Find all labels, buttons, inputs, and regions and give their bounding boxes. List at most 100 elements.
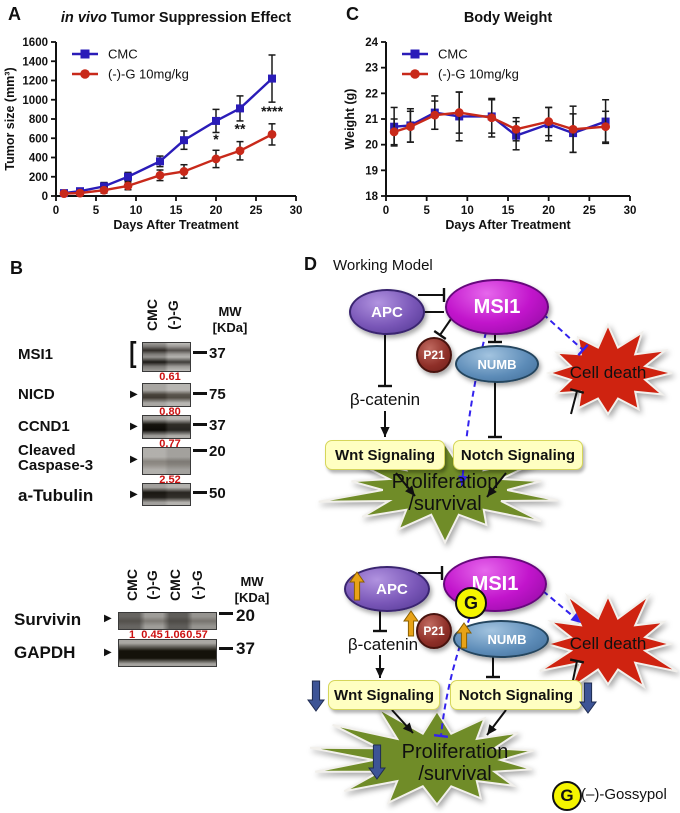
mw-tick	[193, 423, 207, 426]
protein-label: CCND1	[18, 418, 70, 435]
series-gossypol	[59, 123, 277, 198]
data-point	[99, 185, 109, 195]
y-tick-label: 21	[365, 114, 378, 126]
y-tick-label: 18	[365, 191, 378, 203]
y-tick-label: 22	[365, 88, 378, 100]
lane-label: CMC	[167, 569, 183, 601]
western-blot-panel: B CMC (-)-G MW [KDa] MSI1 [ 37 0.61 NICD…	[0, 240, 300, 813]
protein-label: GAPDH	[14, 643, 76, 662]
x-tick-label: 5	[423, 205, 430, 217]
arrow-marker: ▶	[104, 647, 112, 658]
y-tick-label: 600	[29, 133, 48, 145]
blot-band-image	[142, 415, 191, 439]
blot-band-image	[142, 342, 191, 372]
panel-d-letter: D	[304, 254, 317, 274]
x-tick-label: 20	[542, 205, 555, 217]
y-axis-label: Tumor size (mm³)	[3, 67, 17, 170]
y-tick-label: 23	[365, 63, 378, 75]
arrow-marker: ▶	[130, 389, 138, 400]
x-axis-label: Days After Treatment	[445, 218, 571, 232]
down-arrow-icon-wnt	[307, 680, 325, 712]
x-tick-label: 5	[93, 205, 100, 217]
lane-label: (-)-G	[165, 300, 181, 330]
data-point	[212, 116, 220, 125]
dashed-msi1-inhibits-cell-death-top	[542, 313, 589, 357]
inhibit-apc-to-bcatenin-top	[378, 332, 392, 388]
y-tick-label: 1200	[22, 76, 48, 88]
mw-value: 20	[236, 606, 255, 625]
band-ratio: 0.45	[141, 629, 163, 641]
arrow-bcatenin-to-wnt-top	[380, 411, 390, 437]
lane-label: CMC	[124, 569, 140, 601]
significance-annotation: **	[235, 120, 246, 136]
data-point	[268, 74, 276, 83]
mw-tick	[219, 647, 233, 650]
x-tick-label: 30	[624, 205, 637, 217]
data-point	[267, 130, 277, 139]
arrow-wnt-to-proliferation-bottom	[391, 709, 414, 734]
arrow-marker: ▶	[130, 489, 138, 500]
dashed-msi1-promotes-cell-death-bottom	[542, 590, 582, 624]
mw-tick	[193, 491, 207, 494]
mw-header: MW [KDa]	[212, 304, 248, 335]
data-point	[235, 146, 245, 156]
notch-signaling-box-top: Notch Signaling	[453, 440, 583, 470]
node-apc-bottom: APC	[344, 566, 430, 612]
y-tick-label: 1400	[22, 56, 48, 68]
data-point	[123, 181, 133, 191]
protein-label: Cleaved Caspase-3	[18, 442, 94, 474]
significance-annotation: ****	[261, 103, 283, 119]
node-numb-bottom: NUMB	[453, 620, 549, 658]
node-numb-top: NUMB	[455, 345, 539, 383]
tumor-size-chart: in vivo Tumor Suppression Effect02004006…	[3, 10, 303, 232]
x-tick-label: 15	[502, 205, 515, 217]
legend-label: (-)-G 10mg/kg	[438, 67, 519, 82]
arrow-marker: ▶	[130, 454, 138, 465]
down-arrow-icon-notch	[579, 682, 597, 714]
inhibit-numb-to-notch-bottom	[486, 655, 500, 679]
legend-label: (-)-G 10mg/kg	[108, 67, 189, 82]
x-tick-label: 25	[583, 205, 596, 217]
x-tick-label: 10	[461, 205, 474, 217]
band-ratio: 0.61	[159, 371, 181, 383]
blot-band-image	[118, 612, 217, 630]
y-tick-label: 200	[29, 172, 48, 184]
chart-title: in vivo Tumor Suppression Effect	[61, 10, 291, 26]
inhibit-notch-to-cell-death-top	[569, 388, 585, 415]
node-msi1-bottom: MSI1	[443, 556, 547, 612]
blot-band-image	[118, 639, 217, 667]
arrow-marker: ▶	[130, 421, 138, 432]
x-axis-label: Days After Treatment	[113, 218, 239, 232]
mw-value: 37	[209, 417, 226, 434]
y-axis-label: Weight (g)	[343, 89, 357, 150]
data-point	[544, 117, 554, 126]
wnt-signaling-box-bottom: Wnt Signaling	[328, 680, 440, 710]
y-tick-label: 20	[365, 140, 378, 152]
panel-c-letter: C	[346, 4, 359, 24]
band-ratio: 1	[128, 629, 136, 641]
significance-annotation: *	[213, 131, 219, 147]
data-point	[568, 124, 578, 134]
mw-value: 50	[209, 485, 226, 502]
data-point	[124, 172, 132, 181]
legend-label: CMC	[438, 47, 468, 62]
body-weight-chart: Body Weight 18 19 20 21 22 23 24 0 5 10 15 20 25 30 Day…	[343, 10, 637, 232]
legend-label: CMC	[108, 47, 138, 62]
y-tick-label: 1600	[22, 37, 48, 49]
beta-catenin-label-bottom: β-catenin	[347, 635, 419, 654]
protein-label: MSI1	[18, 346, 54, 363]
protein-label: Survivin	[14, 610, 82, 629]
arrow-bcatenin-to-wnt-bottom	[375, 655, 385, 678]
x-tick-label: 30	[290, 205, 303, 217]
x-tick-label: 25	[250, 205, 263, 217]
chart-title: Body Weight	[464, 10, 553, 26]
working-model-panel: D Working Model APC MSI1 P21 NUMB β-cate…	[300, 240, 680, 813]
proliferation-label-bottom: Proliferation /survival	[401, 741, 509, 785]
beta-catenin-label-top: β-catenin	[349, 390, 421, 409]
band-ratio: 1.06	[164, 629, 186, 641]
panel-a-letter: A	[8, 4, 21, 24]
inhibit-numb-to-notch-top	[488, 380, 502, 439]
arrow-notch-to-proliferation-bottom	[486, 709, 507, 736]
data-point	[59, 189, 69, 198]
